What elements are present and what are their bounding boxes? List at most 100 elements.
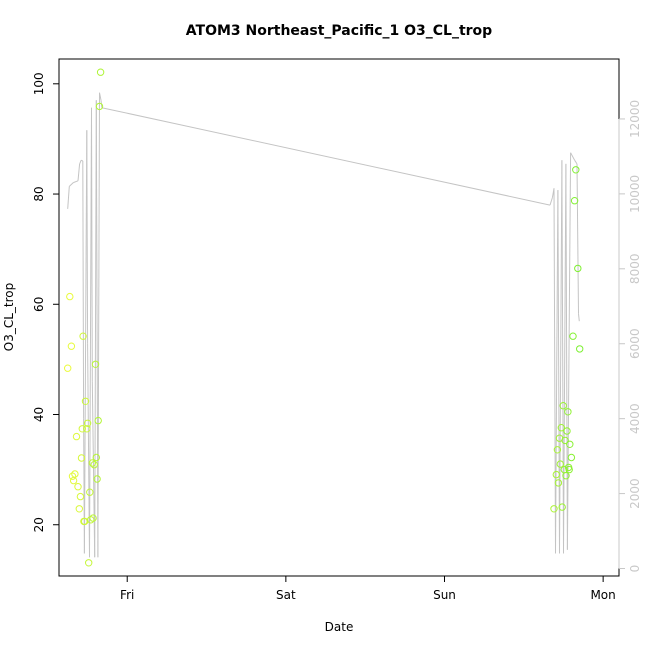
line-series-segment (86, 130, 89, 344)
data-point (93, 475, 101, 483)
x-axis-tick-label: Sun (433, 588, 456, 602)
data-point (565, 465, 573, 474)
x-axis: Fri Sat Sun Mon (120, 575, 616, 602)
data-point (83, 425, 91, 433)
left-axis-tick-label: 100 (32, 72, 46, 95)
right-y-axis: 0 2000 4000 6000 8000 10000 12000 (618, 100, 642, 573)
line-series-segment (99, 92, 102, 101)
right-axis-tick-label: 4000 (628, 403, 642, 434)
data-point (75, 505, 84, 513)
line-series-segment (89, 107, 92, 558)
data-point (567, 453, 576, 462)
data-point (90, 461, 98, 469)
line-series-segment (97, 92, 100, 558)
right-axis-tick-label: 8000 (628, 254, 642, 285)
line-series-segment (578, 313, 580, 322)
line-series-segment (559, 160, 563, 554)
plot-frame (58, 58, 620, 577)
chart-title: ATOM3 Northeast_Pacific_1 O3_CL_trop (186, 23, 492, 39)
line-series-segment (68, 182, 74, 187)
data-point (576, 345, 584, 353)
data-point (94, 416, 102, 425)
data-point (89, 514, 97, 522)
x-axis-label: Date (325, 620, 354, 634)
data-point (95, 102, 104, 111)
data-point (68, 472, 77, 480)
line-series-segment (77, 163, 81, 181)
data-point (72, 432, 81, 441)
line-series-segment (553, 188, 556, 554)
right-axis-tick-label: 2000 (628, 478, 642, 509)
right-axis-tick-label: 0 (628, 565, 642, 573)
line-series-segment (549, 197, 553, 206)
right-axis-tick-label: 10000 (628, 175, 642, 213)
line-series-segment (91, 107, 93, 382)
line-series-segment (67, 186, 70, 209)
data-point (566, 440, 574, 448)
left-axis-tick-label: 60 (32, 297, 46, 312)
data-point (71, 470, 79, 478)
data-point (574, 264, 582, 273)
data-point (64, 364, 72, 372)
data-point (572, 166, 580, 174)
data-point (557, 424, 565, 432)
data-point (81, 397, 90, 405)
data-point (563, 427, 571, 435)
left-axis-tick-label: 20 (32, 517, 46, 532)
data-point (77, 454, 86, 462)
data-point (74, 483, 82, 491)
line-series-segment (91, 381, 96, 558)
line-series-segment (576, 163, 579, 314)
x-axis-tick-label: Sat (276, 588, 296, 602)
x-axis-tick-label: Fri (120, 588, 134, 602)
right-axis-tick-label: 6000 (628, 328, 642, 359)
line-series-segment (83, 130, 88, 554)
data-point (67, 342, 76, 350)
data-point (561, 436, 569, 445)
data-point (88, 459, 97, 467)
data-point (564, 408, 572, 416)
data-point (85, 559, 93, 567)
left-y-axis: 20 40 60 80 100 (32, 72, 60, 532)
point-series-layer (64, 68, 584, 567)
line-series-segment (73, 180, 79, 184)
data-point (553, 446, 562, 454)
line-series-segment (561, 160, 564, 554)
data-point (79, 332, 87, 340)
line-series-segment (570, 152, 576, 161)
data-point (96, 68, 105, 76)
data-point (556, 460, 564, 468)
right-axis-tick-label: 12000 (628, 100, 642, 138)
line-series-segment (80, 159, 84, 162)
plot-border (58, 58, 620, 577)
line-series-segment (79, 160, 82, 165)
data-point (559, 402, 567, 410)
line-series-layer (67, 92, 580, 558)
line-series-segment (574, 159, 578, 165)
line-series-segment (101, 107, 551, 206)
line-series-segment (82, 160, 85, 419)
data-point (78, 425, 87, 433)
line-series-segment (95, 100, 99, 558)
data-point (76, 492, 85, 501)
line-series-segment (563, 163, 567, 554)
line-series-segment (565, 163, 568, 550)
left-axis-tick-label: 40 (32, 407, 46, 422)
data-point (554, 479, 563, 487)
line-series-segment (555, 190, 559, 554)
data-point (86, 488, 94, 496)
data-point (569, 332, 577, 340)
data-point (91, 360, 100, 368)
data-point (83, 419, 92, 427)
data-point (550, 505, 558, 513)
data-point (552, 470, 560, 479)
y-axis-label: O3_CL_trop (2, 283, 16, 351)
data-point (558, 503, 566, 511)
data-point (69, 476, 78, 485)
left-axis-tick-label: 80 (32, 186, 46, 201)
data-point (562, 472, 570, 480)
data-point (570, 197, 579, 205)
line-series-segment (566, 152, 572, 550)
line-series-segment (557, 190, 560, 554)
